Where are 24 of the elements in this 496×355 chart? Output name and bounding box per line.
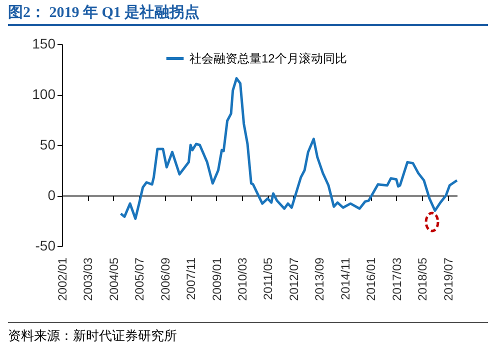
legend-label: 社会融资总量12个月滚动同比 — [190, 52, 347, 66]
x-tick-label: 2003/03 — [81, 257, 96, 301]
x-tick-label: 2010/03 — [235, 257, 250, 301]
y-tick-label: -50 — [35, 238, 56, 254]
x-tick-label: 2014/11 — [338, 257, 352, 300]
chart-title: 图2： 2019 年 Q1 是社融拐点 — [8, 3, 488, 26]
x-tick-label: 2012/07 — [286, 257, 301, 301]
x-tick-label: 2006/09 — [158, 257, 172, 301]
x-tick-label: 2016/01 — [364, 257, 378, 301]
x-tick-label: 2004/05 — [106, 257, 121, 301]
x-tick-label: 2011/05 — [261, 257, 276, 300]
x-tick-label: 2002/01 — [56, 257, 70, 301]
y-tick-label: 0 — [48, 187, 56, 203]
x-tick-label: 2017/03 — [390, 257, 404, 301]
y-tick-label: 50 — [40, 136, 56, 152]
y-tick-label: 150 — [32, 36, 56, 52]
x-tick-label: 2013/09 — [312, 257, 327, 301]
y-tick-label: 100 — [32, 86, 56, 102]
x-tick-label: 2018/05 — [416, 257, 430, 301]
x-tick-label: 2019/07 — [441, 257, 456, 301]
x-tick-label: 2007/11 — [184, 257, 198, 300]
x-tick-label: 2005/07 — [132, 257, 147, 301]
x-tick-label: 2009/01 — [210, 257, 224, 301]
text: 资料来源：新时代证券研究所 — [8, 322, 488, 345]
